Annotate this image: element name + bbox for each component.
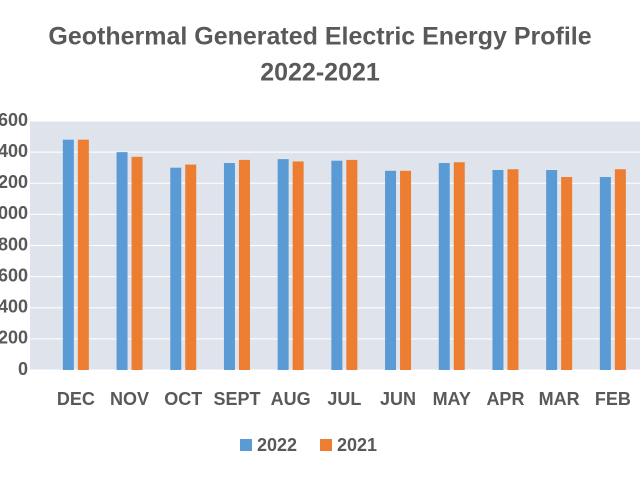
y-tick-label: 400: [0, 297, 28, 317]
bar: [492, 170, 504, 370]
bar: [277, 159, 289, 370]
bar: [116, 152, 128, 370]
bar: [346, 159, 358, 370]
bar: [185, 164, 197, 370]
y-tick-label: 0: [18, 359, 28, 379]
y-tick-label: 1200: [0, 172, 28, 192]
bar: [223, 163, 235, 370]
y-tick-label: 200: [0, 328, 28, 348]
x-tick-label: AUG: [271, 389, 311, 409]
bar: [599, 177, 611, 370]
bar: [453, 162, 465, 370]
y-tick-label: 600: [0, 265, 28, 285]
y-tick-label: 1600: [0, 110, 28, 130]
bar: [561, 177, 573, 370]
x-tick-label: JUN: [380, 389, 416, 409]
x-tick-label: FEB: [595, 389, 631, 409]
bar: [131, 156, 143, 370]
legend-label: 2022: [257, 435, 297, 455]
bar: [438, 163, 450, 370]
bar: [238, 159, 250, 370]
y-tick-label: 800: [0, 234, 28, 254]
bar: [77, 139, 89, 370]
legend-swatch: [240, 439, 252, 451]
bar: [170, 167, 182, 370]
x-tick-label: DEC: [57, 389, 95, 409]
bar: [400, 170, 412, 370]
x-tick-label: NOV: [110, 389, 149, 409]
chart-title: Geothermal Generated Electric Energy Pro…: [48, 23, 591, 51]
x-tick-label: APR: [486, 389, 524, 409]
bar: [385, 170, 397, 370]
bar: [292, 161, 304, 370]
x-tick-label: OCT: [164, 389, 202, 409]
legend-swatch: [320, 439, 332, 451]
chart-title: 2022-2021: [260, 59, 380, 87]
x-tick-label: MAR: [539, 389, 580, 409]
x-tick-label: SEPT: [213, 389, 260, 409]
y-tick-label: 1400: [0, 141, 28, 161]
x-tick-label: MAY: [433, 389, 471, 409]
legend-label: 2021: [337, 435, 377, 455]
bar: [331, 160, 343, 370]
bar: [614, 169, 626, 370]
bar: [507, 169, 519, 370]
bar: [546, 170, 558, 370]
x-tick-label: JUL: [327, 389, 361, 409]
y-tick-label: 1000: [0, 203, 28, 223]
bar: [62, 139, 74, 370]
